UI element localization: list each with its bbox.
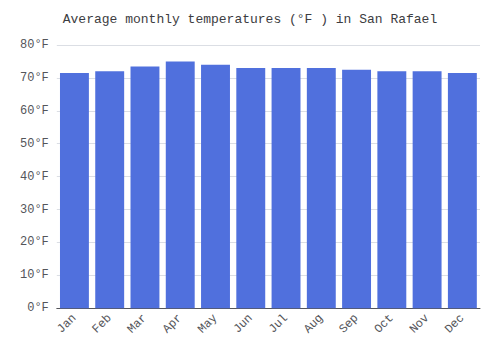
svg-text:May: May	[195, 311, 220, 336]
svg-text:Mar: Mar	[125, 311, 150, 336]
svg-text:40°F: 40°F	[20, 170, 49, 184]
svg-text:Feb: Feb	[89, 311, 114, 336]
svg-text:Nov: Nov	[407, 311, 432, 336]
svg-text:Average monthly temperatures (: Average monthly temperatures (°F ) in Sa…	[63, 12, 438, 27]
svg-text:10°F: 10°F	[20, 268, 49, 282]
svg-text:Jun: Jun	[231, 311, 256, 336]
svg-text:Apr: Apr	[160, 311, 185, 336]
svg-text:Oct: Oct	[372, 311, 397, 336]
svg-text:60°F: 60°F	[20, 104, 49, 118]
svg-text:Aug: Aug	[301, 311, 326, 336]
svg-text:Dec: Dec	[442, 311, 467, 336]
svg-text:Jan: Jan	[54, 311, 79, 336]
svg-text:Sep: Sep	[336, 311, 361, 336]
svg-text:Jul: Jul	[266, 311, 291, 336]
svg-text:0°F: 0°F	[27, 301, 49, 315]
svg-text:70°F: 70°F	[20, 71, 49, 85]
svg-text:50°F: 50°F	[20, 137, 49, 151]
svg-text:20°F: 20°F	[20, 235, 49, 249]
svg-text:30°F: 30°F	[20, 203, 49, 217]
svg-text:80°F: 80°F	[20, 38, 49, 52]
